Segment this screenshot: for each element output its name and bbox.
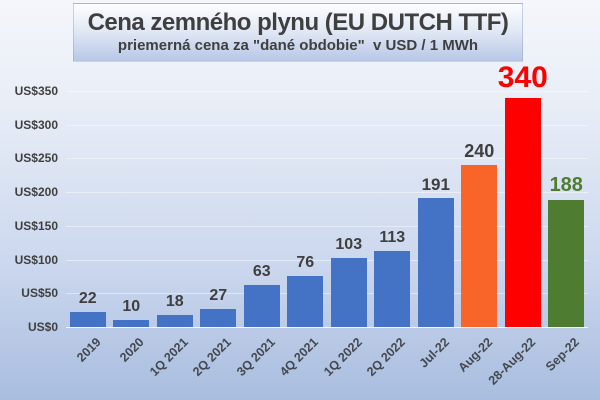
bar-2019 — [69, 312, 106, 327]
x-axis-line — [66, 327, 588, 328]
y-axis-label: US$100 — [14, 252, 58, 267]
y-axis-label: US$300 — [14, 117, 58, 132]
x-axis-label: 3Q 2021 — [233, 335, 278, 379]
chart-subtitle: priemerná cena za "dané obdobie" v USD /… — [117, 36, 479, 54]
bar-value-label: 18 — [165, 292, 184, 310]
x-axis-label: 1Q 2022 — [320, 335, 365, 379]
y-axis-label: US$250 — [14, 151, 58, 166]
y-axis-label: US$200 — [14, 185, 58, 200]
bar-value-label: 113 — [379, 228, 406, 246]
bar-2020 — [113, 320, 150, 327]
gridline — [66, 293, 588, 295]
y-axis-label: US$50 — [21, 286, 58, 301]
bar-value-label: 188 — [549, 174, 583, 197]
gridline — [66, 225, 588, 227]
chart-title: Cena zemného plynu (EU DUTCH TTF) — [87, 9, 509, 37]
bar-value-label: 27 — [209, 286, 228, 304]
bar-value-label: 191 — [421, 175, 450, 195]
x-axis-label: 2Q 2022 — [364, 335, 409, 379]
gridline — [66, 259, 588, 261]
chart-title-panel: Cena zemného plynu (EU DUTCH TTF) prieme… — [73, 3, 523, 62]
gridline — [66, 91, 588, 92]
bar-value-label: 10 — [122, 298, 141, 316]
x-axis-label: Jul-22 — [416, 335, 452, 371]
x-axis-label: 2020 — [117, 335, 148, 365]
bar-value-label: 103 — [335, 235, 363, 253]
gridline — [66, 192, 588, 194]
bar-value-label: 340 — [497, 60, 548, 94]
bar-aug-22 — [461, 165, 498, 327]
bar-3q-2021 — [243, 284, 280, 327]
bar-28-aug-22 — [504, 97, 541, 327]
bar-jul-22 — [417, 198, 454, 327]
bar-1q-2022 — [330, 257, 367, 327]
x-axis-label: 4Q 2021 — [277, 335, 322, 379]
x-axis-label: Aug-22 — [455, 335, 496, 375]
bar-value-label: 240 — [464, 141, 495, 162]
y-axis-label: US$350 — [14, 84, 58, 98]
gridline — [66, 158, 588, 160]
bar-4q-2021 — [287, 275, 324, 327]
x-axis-label: 2019 — [74, 335, 104, 365]
y-axis-label: US$0 — [27, 320, 58, 334]
gridline — [66, 124, 588, 126]
x-axis-label: 2Q 2021 — [190, 335, 235, 379]
bar-1q-2021 — [156, 314, 193, 327]
bar-2q-2022 — [374, 250, 411, 327]
bar-value-label: 22 — [78, 290, 97, 308]
bar-sep-22 — [548, 200, 585, 327]
x-axis-label: Sep-22 — [543, 335, 583, 374]
y-axis-label: US$150 — [14, 218, 58, 233]
x-axis-label: 1Q 2021 — [146, 335, 191, 379]
bar-value-label: 76 — [296, 253, 315, 271]
bar-value-label: 63 — [252, 262, 271, 280]
bar-2q-2021 — [200, 308, 237, 327]
